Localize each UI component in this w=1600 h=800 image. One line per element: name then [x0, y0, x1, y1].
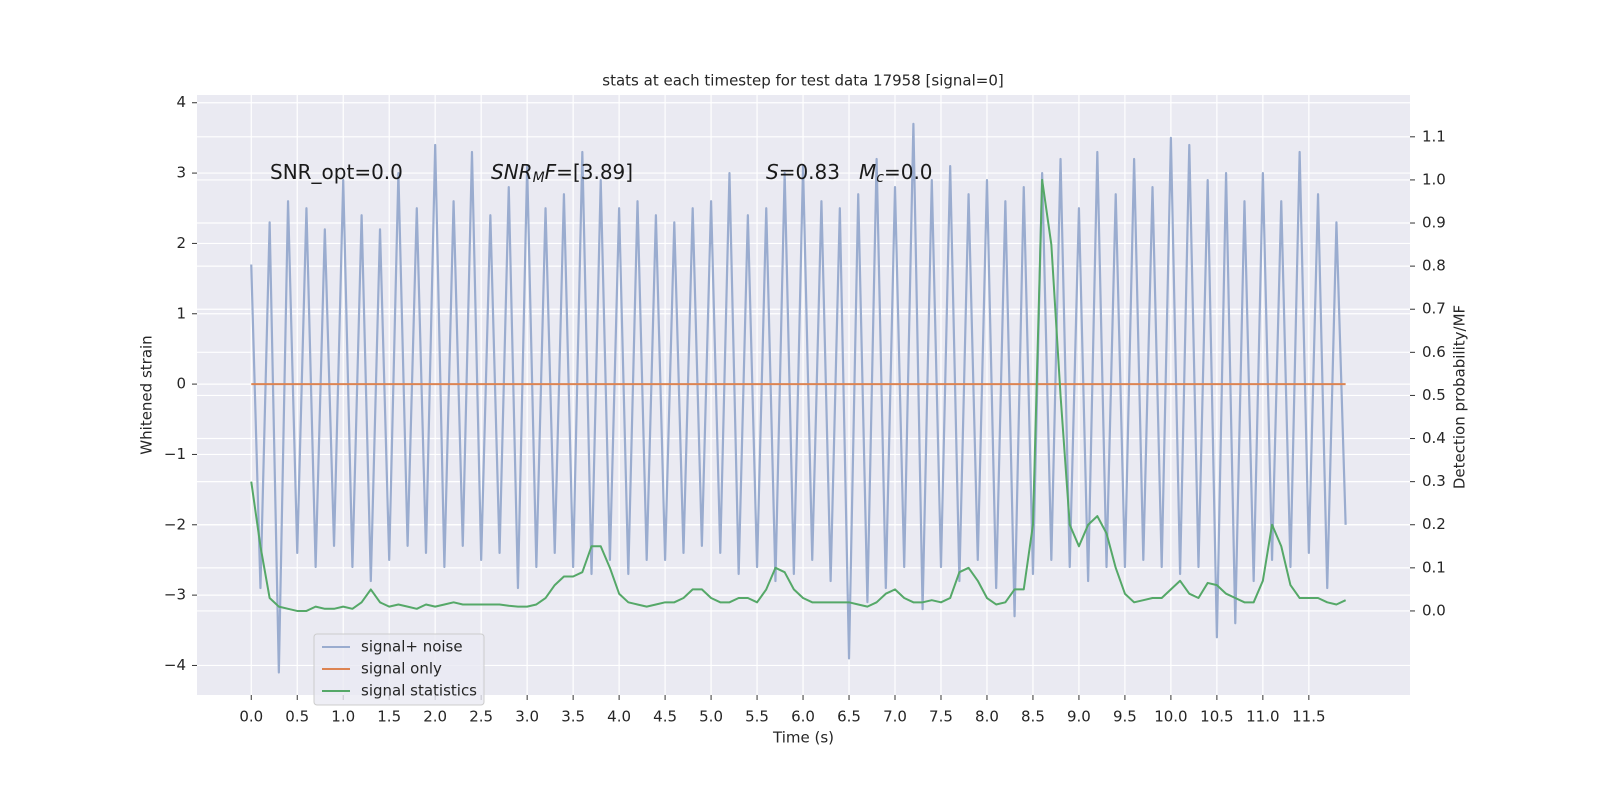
x-tick-label: 2.0	[423, 708, 447, 726]
x-tick-label: 8.5	[1021, 708, 1045, 726]
annotation-part: =[3.89]	[556, 160, 633, 184]
x-tick-label: 6.0	[791, 708, 815, 726]
annotation-part: =0.83	[779, 160, 840, 184]
y-tick-label: 3	[176, 164, 186, 182]
annotation-part: S	[766, 160, 779, 184]
y2-tick-label: 0.1	[1422, 558, 1446, 576]
x-tick-label: 0.0	[239, 708, 263, 726]
x-tick-label: 9.0	[1067, 708, 1091, 726]
legend: signal+ noise signal only signal statistic…	[313, 633, 485, 706]
y2-tick-label: 1.0	[1422, 170, 1446, 188]
annotation: SNRMF=[3.89]	[491, 160, 633, 187]
x-tick-label: 5.5	[745, 708, 769, 726]
y-tick-label: 4	[176, 93, 186, 111]
series-line	[250, 122, 1347, 674]
x-tick-label: 2.5	[469, 708, 493, 726]
legend-label: signal+ noise	[361, 638, 463, 656]
x-tick-label: 1.0	[331, 708, 355, 726]
legend-label: signal only	[361, 660, 442, 678]
y-tick-label: 2	[176, 234, 186, 252]
legend-label: signal statistics	[361, 682, 477, 700]
chart-title: stats at each timestep for test data 179…	[602, 72, 1003, 90]
x-tick-label: 0.5	[285, 708, 309, 726]
x-tick-label: 7.5	[929, 708, 953, 726]
x-tick-label: 10.0	[1154, 708, 1187, 726]
y-tick-label: −3	[164, 586, 186, 604]
annotation-part: SNR_opt=0.0	[270, 160, 403, 184]
y2-tick-label: 0.0	[1422, 601, 1446, 619]
annotation-part: SNR	[491, 160, 533, 184]
y2-tick-label: 0.6	[1422, 343, 1446, 361]
y2-tick-label: 0.5	[1422, 386, 1446, 404]
annotation-part: =0.0	[884, 160, 933, 184]
annotation-subscript: M	[533, 170, 545, 186]
y2-tick-label: 0.8	[1422, 257, 1446, 275]
x-tick-label: 9.5	[1113, 708, 1137, 726]
x-tick-label: 11.5	[1292, 708, 1325, 726]
x-tick-label: 4.5	[653, 708, 677, 726]
annotation-part: F=[3.89]	[545, 160, 633, 184]
annotation-part: F	[545, 160, 557, 184]
annotation: Mc=0.0	[859, 160, 933, 187]
x-tick-label: 4.0	[607, 708, 631, 726]
series-line	[250, 178, 1347, 612]
annotation-part: M	[859, 160, 876, 184]
x-tick-label: 3.0	[515, 708, 539, 726]
x-tick-label: 5.0	[699, 708, 723, 726]
annotation: S=0.83	[766, 160, 840, 184]
y-axis-label: Whitened strain	[138, 335, 156, 454]
x-tick-label: 7.0	[883, 708, 907, 726]
y-tick-label: −4	[164, 656, 186, 674]
y2-tick-label: 0.7	[1422, 300, 1446, 318]
x-tick-label: 10.5	[1200, 708, 1233, 726]
y2-tick-label: 0.9	[1422, 214, 1446, 232]
y2-tick-label: 0.4	[1422, 429, 1446, 447]
y-tick-label: −1	[164, 445, 186, 463]
legend-box	[313, 633, 485, 706]
x-axis-label: Time (s)	[772, 729, 834, 747]
y-tick-label: −2	[164, 515, 186, 533]
x-tick-label: 11.0	[1246, 708, 1279, 726]
y2-tick-label: 0.3	[1422, 472, 1446, 490]
x-tick-label: 6.5	[837, 708, 861, 726]
y2-tick-label: 0.2	[1422, 515, 1446, 533]
x-tick-label: 3.5	[561, 708, 585, 726]
y2-tick-label: 1.1	[1422, 127, 1446, 145]
y-tick-label: 0	[176, 375, 186, 393]
y2-axis-label: Detection probability/MF	[1451, 305, 1469, 489]
annotation-subscript: c	[876, 170, 884, 186]
y-tick-label: 1	[176, 304, 186, 322]
x-tick-label: 1.5	[377, 708, 401, 726]
x-tick-label: 8.0	[975, 708, 999, 726]
annotation: SNR_opt=0.0	[270, 160, 403, 184]
